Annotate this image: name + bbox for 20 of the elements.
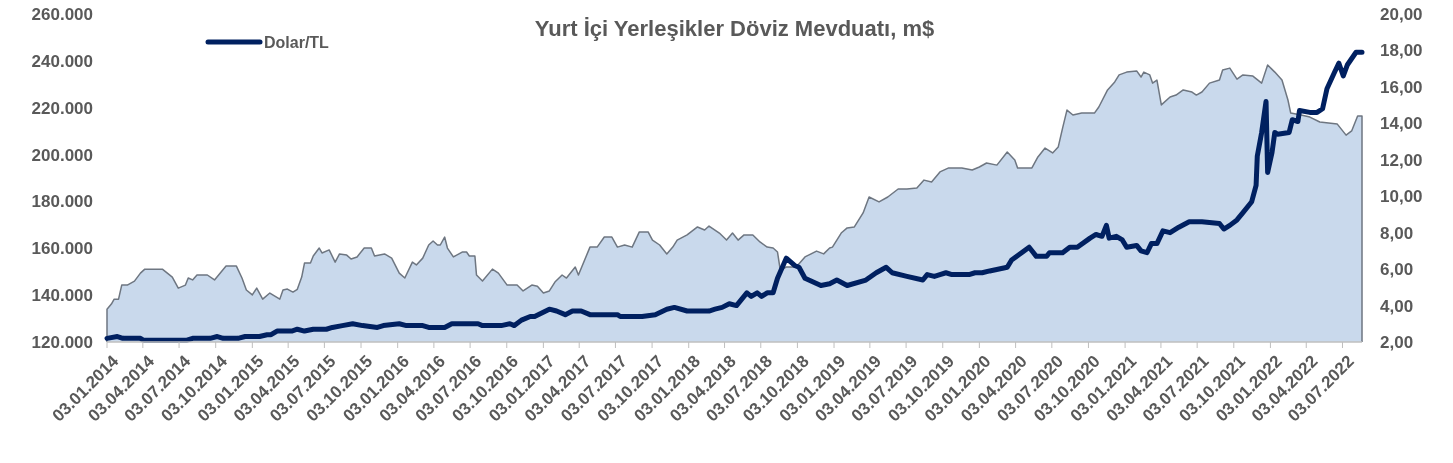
y2-tick-label: 8,00 (1380, 223, 1414, 243)
y2-tick-label: 10,00 (1380, 187, 1423, 207)
y2-tick-label: 6,00 (1380, 260, 1414, 280)
y-tick-label: 220.000 (31, 98, 93, 118)
y-tick-label: 160.000 (31, 239, 93, 259)
y2-tick-label: 12,00 (1380, 150, 1423, 170)
y-tick-label: 260.000 (31, 4, 93, 24)
y2-tick-label: 18,00 (1380, 41, 1423, 61)
y2-tick-label: 14,00 (1380, 114, 1423, 134)
y2-tick-label: 16,00 (1380, 77, 1423, 97)
y-tick-label: 120.000 (31, 332, 93, 352)
y2-tick-label: 20,00 (1380, 4, 1423, 24)
y2-tick-label: 2,00 (1380, 332, 1414, 352)
chart-title: Yurt İçi Yerleşikler Döviz Mevduatı, m$ (534, 16, 935, 41)
y-tick-label: 200.000 (31, 145, 93, 165)
legend-label: Dolar/TL (264, 33, 330, 51)
y-tick-label: 180.000 (31, 192, 93, 212)
y-tick-label: 240.000 (31, 51, 93, 71)
y-tick-label: 140.000 (31, 286, 93, 306)
y2-tick-label: 4,00 (1380, 296, 1414, 316)
